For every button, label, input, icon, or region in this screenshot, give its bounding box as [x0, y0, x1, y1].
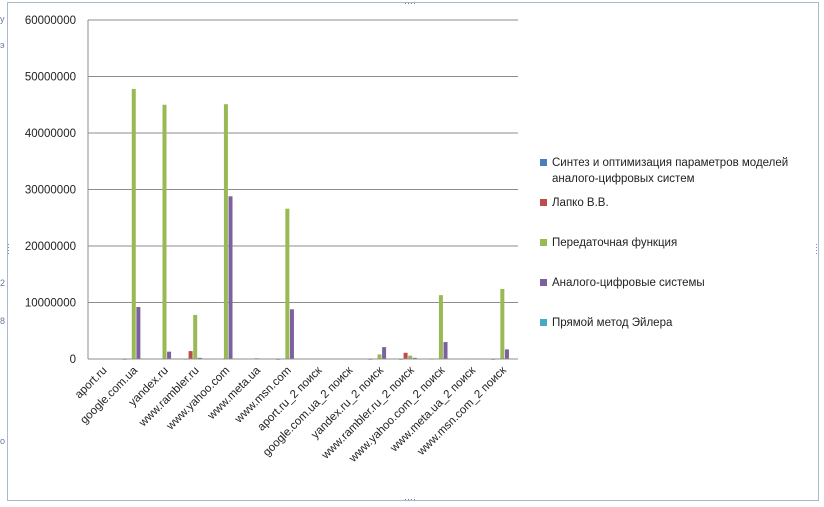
chart-area[interactable]: ···· ···· ···· ···· — [4, 0, 822, 504]
resize-handle-right[interactable]: ···· — [812, 243, 822, 255]
resize-handle-bottom[interactable]: ···· — [404, 494, 416, 504]
legend-label: Лапко В.В. — [552, 197, 609, 209]
cell-fragment: э — [0, 40, 5, 50]
x-tick-label: www.meta.ua — [205, 364, 263, 422]
y-tick-label: 40000000 — [25, 128, 76, 140]
bar — [408, 355, 413, 359]
bar — [228, 196, 233, 359]
legend-item: Лапко В.В. — [540, 195, 824, 211]
cell-fragment: 8 — [0, 316, 6, 326]
gridlines — [88, 19, 518, 303]
legend-swatch — [540, 159, 547, 166]
legend-item: Синтез и оптимизация параметров моделей … — [540, 155, 824, 187]
bar — [412, 357, 417, 359]
legend-label: Передаточная функция — [552, 237, 678, 249]
legend-swatch — [540, 199, 547, 206]
y-tick-label: 30000000 — [25, 185, 76, 197]
y-tick-label: 60000000 — [25, 15, 76, 27]
legend-label: Прямой метод Эйлера — [552, 317, 673, 329]
legend-item: Передаточная функция — [540, 235, 824, 251]
y-tick-label: 10000000 — [25, 298, 76, 310]
legend-swatch — [540, 319, 547, 326]
y-tick-label: 0 — [70, 354, 76, 366]
cell-fragment: у — [0, 14, 5, 24]
bar — [289, 309, 294, 359]
cell-fragment: 2 — [0, 278, 6, 288]
bar — [377, 354, 382, 359]
legend-swatch — [540, 279, 547, 286]
bar — [403, 352, 408, 359]
bar — [162, 104, 167, 359]
bar — [223, 104, 228, 359]
bar — [188, 351, 193, 359]
resize-handle-left[interactable]: ···· — [4, 243, 14, 255]
legend-item: Аналого-цифровые системы — [540, 275, 824, 291]
legend-item: Прямой метод Эйлера — [540, 315, 824, 331]
bar — [285, 208, 290, 359]
bar — [500, 288, 505, 359]
y-axis: 0 10000000 20000000 30000000 40000000 5000000… — [25, 15, 89, 366]
legend-label: Аналого-цифровые системы — [552, 277, 705, 289]
bar — [438, 295, 443, 359]
bar — [136, 307, 141, 359]
bar — [504, 349, 509, 359]
x-axis: aport.rugoogle.com.uayandex.ruwww.ramble… — [73, 358, 518, 465]
bar — [131, 88, 136, 360]
bars — [122, 88, 509, 360]
resize-handle-top[interactable]: ···· — [404, 0, 416, 8]
y-tick-label: 50000000 — [25, 72, 76, 84]
legend-swatch — [540, 239, 547, 246]
worksheet-left-edge: у э 2 8 о — [0, 0, 8, 507]
bar — [167, 351, 172, 359]
bar — [193, 314, 198, 359]
y-tick-label: 20000000 — [25, 241, 76, 253]
bar — [382, 347, 387, 359]
bar — [197, 357, 202, 359]
bar — [443, 342, 448, 359]
legend-label: Синтез и оптимизация параметров моделей … — [552, 157, 789, 185]
cell-fragment: о — [0, 436, 6, 446]
